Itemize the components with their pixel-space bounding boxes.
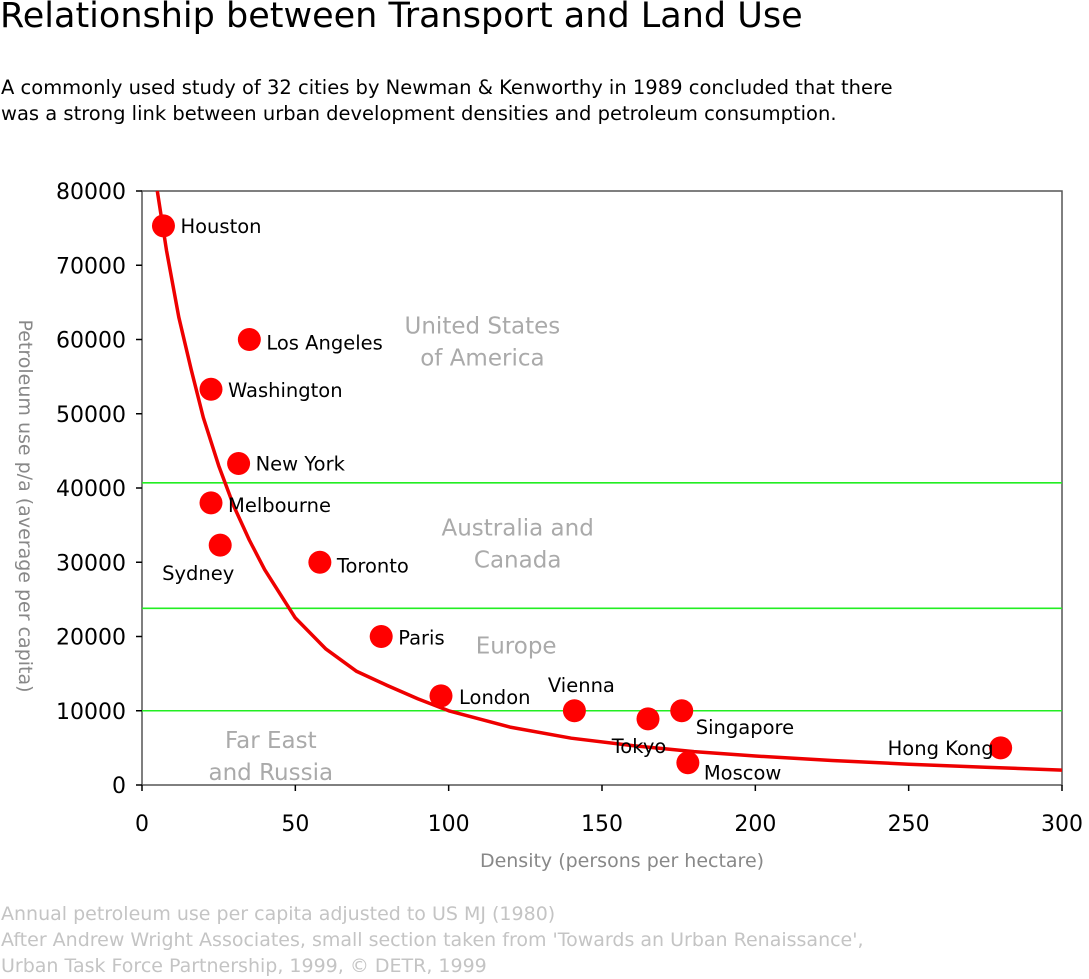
data-point: [670, 699, 694, 723]
data-point: [369, 625, 393, 648]
data-point: [237, 328, 261, 351]
y-tick-label: 80000: [56, 180, 126, 205]
y-tick-label: 50000: [56, 403, 126, 428]
x-tick-label: 250: [888, 812, 930, 837]
region-label: Australia and Canada: [442, 516, 594, 574]
data-point: [989, 736, 1013, 760]
region-label: United States of America: [405, 314, 561, 372]
footnote-line-3: Urban Task Force Partnership, 1999, © DE…: [1, 955, 487, 977]
region-label-line: and Russia: [209, 760, 334, 786]
x-tick-label: 0: [135, 812, 149, 837]
region-label-line: Europe: [476, 634, 557, 660]
data-point: [636, 707, 660, 731]
data-point: [199, 491, 223, 515]
region-label: Europe: [476, 634, 557, 660]
region-label: Far East and Russia: [209, 728, 334, 786]
point-label: Toronto: [336, 554, 409, 577]
x-tick-label: 300: [1041, 812, 1083, 837]
data-point: [199, 377, 223, 401]
point-label: Moscow: [704, 762, 782, 785]
data-point: [429, 684, 453, 708]
y-axis-label: Petroleum use p/a (average per capita): [14, 319, 36, 692]
point-label: Paris: [398, 627, 444, 650]
point-label: Los Angeles: [266, 332, 382, 355]
data-point: [227, 451, 251, 475]
region-label-line: United States: [405, 314, 561, 340]
y-tick-label: 0: [112, 774, 126, 799]
y-tick-label: 40000: [56, 477, 126, 502]
x-tick-label: 200: [734, 812, 776, 837]
point-label: London: [459, 686, 530, 709]
footnote-line-1: Annual petroleum use per capita adjusted…: [1, 903, 556, 925]
data-points: [151, 214, 1013, 775]
trend-curve: [155, 190, 1063, 772]
point-label: Washington: [228, 379, 343, 402]
subtitle-line-1: A commonly used study of 32 cities by Ne…: [1, 76, 893, 99]
y-tick-label: 30000: [56, 551, 126, 576]
data-point: [308, 550, 332, 574]
point-label: Singapore: [696, 716, 794, 739]
point-label: Hong Kong: [888, 737, 994, 760]
axes: 0 50 100 150 200 250 300 0 10000 20000 30000 40000 5…: [56, 180, 1083, 837]
point-label: Sydney: [162, 562, 234, 585]
y-tick-label: 10000: [56, 700, 126, 725]
region-label-line: Canada: [474, 548, 562, 574]
point-label: Tokyo: [611, 735, 667, 758]
data-point: [151, 214, 175, 238]
trend-curve-group: [155, 190, 1063, 772]
subtitle-line-2: was a strong link between urban developm…: [1, 102, 837, 125]
x-tick-label: 100: [428, 812, 470, 837]
page-title: Relationship between Transport and Land …: [0, 0, 803, 36]
point-labels: Houston Los Angeles Washington New York Melb…: [162, 215, 994, 785]
data-point: [676, 751, 700, 775]
point-label: Melbourne: [228, 494, 331, 517]
y-tick-label: 20000: [56, 626, 126, 651]
x-tick-label: 150: [581, 812, 623, 837]
point-label: New York: [256, 452, 346, 475]
data-point: [562, 699, 586, 723]
x-tick-label: 50: [281, 812, 309, 837]
x-axis-label: Density (persons per hectare): [480, 850, 764, 872]
region-label-line: Far East: [225, 728, 317, 754]
footnote-line-2: After Andrew Wright Associates, small se…: [1, 929, 864, 951]
region-label-line: of America: [420, 346, 544, 372]
point-label: Houston: [180, 215, 261, 238]
region-label-line: Australia and: [442, 516, 594, 542]
y-tick-label: 70000: [56, 254, 126, 279]
y-tick-label: 60000: [56, 329, 126, 354]
data-point: [208, 533, 232, 557]
point-label: Vienna: [548, 674, 615, 697]
region-bands: United States of America Australia and Cana…: [142, 314, 1062, 786]
